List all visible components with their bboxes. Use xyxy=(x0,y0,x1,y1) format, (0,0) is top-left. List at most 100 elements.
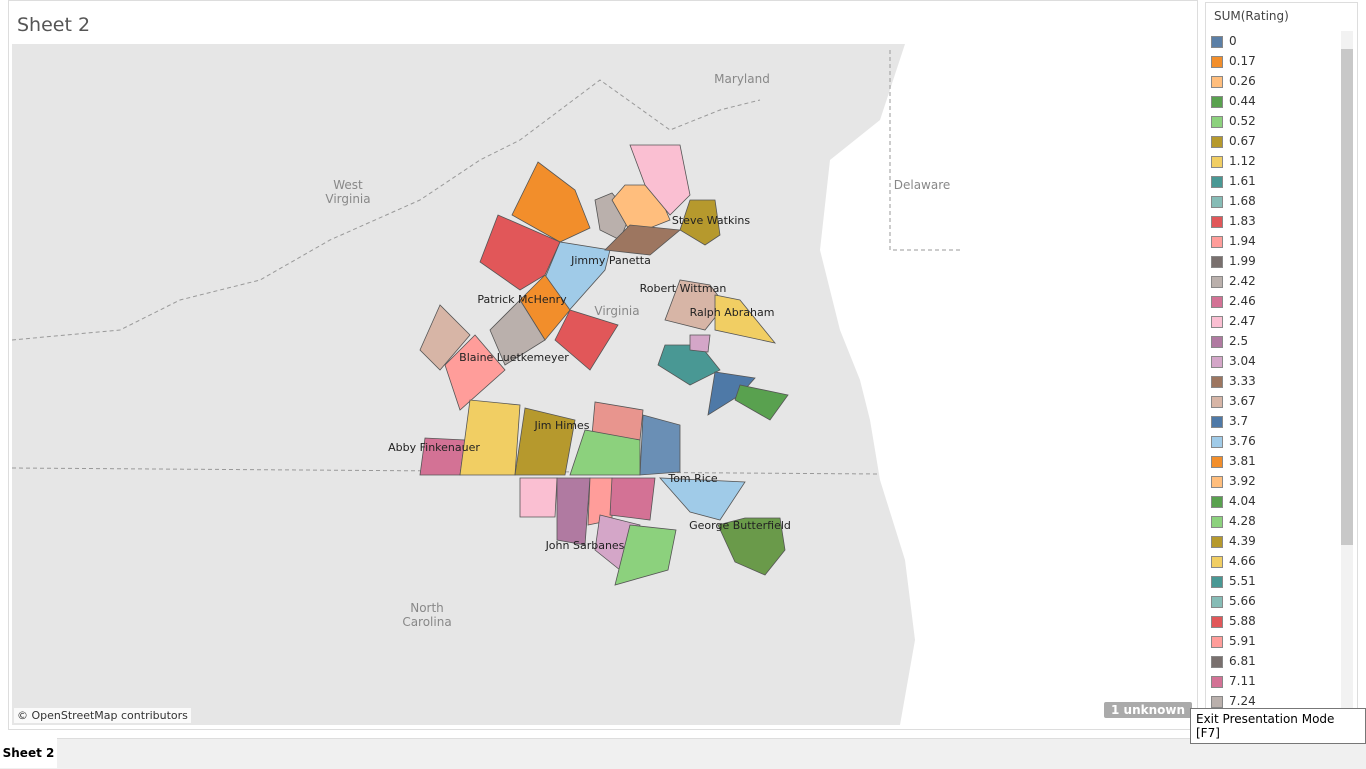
legend-label: 2.5 xyxy=(1229,334,1249,348)
map: Steve Watkins Jimmy Panetta Robert Wittm… xyxy=(12,44,1193,725)
legend-item[interactable]: 5.88 xyxy=(1211,613,1256,629)
legend-item[interactable]: 7.24 xyxy=(1211,693,1256,709)
legend-item[interactable]: 3.67 xyxy=(1211,393,1256,409)
legend-label: 1.94 xyxy=(1229,234,1256,248)
legend-item[interactable]: 1.99 xyxy=(1211,253,1256,269)
legend-swatch xyxy=(1211,115,1223,128)
legend-item[interactable]: 6.81 xyxy=(1211,653,1256,669)
map-label: Patrick McHenry xyxy=(477,293,567,306)
legend-item[interactable]: 3.81 xyxy=(1211,453,1256,469)
legend-item[interactable]: 1.68 xyxy=(1211,193,1256,209)
legend-label: 4.04 xyxy=(1229,494,1256,508)
legend-swatch xyxy=(1211,575,1223,588)
legend-item[interactable]: 4.28 xyxy=(1211,513,1256,529)
place-text: North Carolina xyxy=(402,601,452,629)
legend-item[interactable]: 0.17 xyxy=(1211,53,1256,69)
border xyxy=(12,50,960,341)
tooltip: Exit Presentation Mode [F7] xyxy=(1190,708,1366,744)
regions xyxy=(419,144,789,586)
legend-item[interactable]: 5.91 xyxy=(1211,633,1256,649)
legend-swatch xyxy=(1211,595,1223,608)
legend-label: 0.67 xyxy=(1229,134,1256,148)
legend-swatch xyxy=(1211,235,1223,248)
legend-swatch xyxy=(1211,495,1223,508)
map-label: Ralph Abraham xyxy=(690,306,775,319)
legend-label: 7.11 xyxy=(1229,674,1256,688)
legend-item[interactable]: 1.12 xyxy=(1211,153,1256,169)
legend-item[interactable]: 4.39 xyxy=(1211,533,1256,549)
legend-swatch xyxy=(1211,475,1223,488)
legend-item[interactable]: 0.67 xyxy=(1211,133,1256,149)
legend-label: 2.47 xyxy=(1229,314,1256,328)
legend-item[interactable]: 0.26 xyxy=(1211,73,1256,89)
legend-item[interactable]: 2.46 xyxy=(1211,293,1256,309)
legend-item[interactable]: 1.83 xyxy=(1211,213,1256,229)
legend-swatch xyxy=(1211,195,1223,208)
legend-item[interactable]: 0.44 xyxy=(1211,93,1256,109)
legend-swatch xyxy=(1211,35,1223,48)
legend-swatch xyxy=(1211,55,1223,68)
legend-label: 4.28 xyxy=(1229,514,1256,528)
legend-label: 6.81 xyxy=(1229,654,1256,668)
bottom-bar xyxy=(0,738,1366,769)
legend-item[interactable]: 0 xyxy=(1211,33,1237,49)
legend: SUM(Rating) 0 0.17 0.26 0.44 0.52 0.67 1.12 1.6… xyxy=(1205,2,1358,732)
map-label: Blaine Luetkemeyer xyxy=(459,351,569,364)
legend-label: 5.91 xyxy=(1229,634,1256,648)
legend-swatch xyxy=(1211,615,1223,628)
legend-title: SUM(Rating) xyxy=(1214,9,1289,23)
legend-label: 3.76 xyxy=(1229,434,1256,448)
map-label: Abby Finkenauer xyxy=(388,441,480,454)
legend-swatch xyxy=(1211,455,1223,468)
legend-item[interactable]: 3.92 xyxy=(1211,473,1256,489)
legend-label: 1.68 xyxy=(1229,194,1256,208)
legend-swatch xyxy=(1211,555,1223,568)
legend-swatch xyxy=(1211,75,1223,88)
legend-item[interactable]: 4.66 xyxy=(1211,553,1256,569)
title: Sheet 2 xyxy=(17,14,91,36)
legend-swatch xyxy=(1211,155,1223,168)
legend-label: 1.61 xyxy=(1229,174,1256,188)
place-label: North Carolina xyxy=(382,601,472,629)
legend-item[interactable]: 2.47 xyxy=(1211,313,1256,329)
legend-swatch xyxy=(1211,275,1223,288)
attribution: © OpenStreetMap contributors xyxy=(14,708,191,723)
legend-swatch xyxy=(1211,175,1223,188)
legend-item[interactable]: 7.11 xyxy=(1211,673,1256,689)
place-label: West Virginia xyxy=(303,178,393,206)
legend-label: 3.33 xyxy=(1229,374,1256,388)
water xyxy=(820,44,1193,725)
legend-label: 7.24 xyxy=(1229,694,1256,708)
legend-item[interactable]: 2.5 xyxy=(1211,333,1248,349)
legend-item[interactable]: 3.33 xyxy=(1211,373,1256,389)
legend-item[interactable]: 0.52 xyxy=(1211,113,1256,129)
legend-swatch xyxy=(1211,215,1223,228)
legend-item[interactable]: 1.94 xyxy=(1211,233,1256,249)
legend-label: 3.67 xyxy=(1229,394,1256,408)
legend-swatch xyxy=(1211,315,1223,328)
legend-item[interactable]: 3.76 xyxy=(1211,433,1256,449)
legend-label: 0.26 xyxy=(1229,74,1256,88)
legend-label: 4.39 xyxy=(1229,534,1256,548)
unknown-badge[interactable]: 1 unknown xyxy=(1104,702,1193,718)
legend-swatch xyxy=(1211,535,1223,548)
legend-item[interactable]: 2.42 xyxy=(1211,273,1256,289)
legend-swatch xyxy=(1211,375,1223,388)
map-label: Jim Himes xyxy=(533,419,589,432)
legend-item[interactable]: 5.51 xyxy=(1211,573,1256,589)
scroll-thumb[interactable] xyxy=(1341,49,1353,545)
legend-label: 4.66 xyxy=(1229,554,1256,568)
legend-swatch xyxy=(1211,95,1223,108)
sheet-tab[interactable]: Sheet 2 xyxy=(0,738,57,768)
legend-item[interactable]: 4.04 xyxy=(1211,493,1256,509)
legend-label: 3.04 xyxy=(1229,354,1256,368)
map-label: Steve Watkins xyxy=(672,214,750,227)
legend-label: 3.81 xyxy=(1229,454,1256,468)
legend-item[interactable]: 3.7 xyxy=(1211,413,1248,429)
legend-item[interactable]: 3.04 xyxy=(1211,353,1256,369)
legend-item[interactable]: 1.61 xyxy=(1211,173,1256,189)
legend-item[interactable]: 5.66 xyxy=(1211,593,1256,609)
legend-swatch xyxy=(1211,255,1223,268)
scrollbar[interactable] xyxy=(1341,31,1353,731)
map-label: John Sarbanes xyxy=(545,539,625,552)
